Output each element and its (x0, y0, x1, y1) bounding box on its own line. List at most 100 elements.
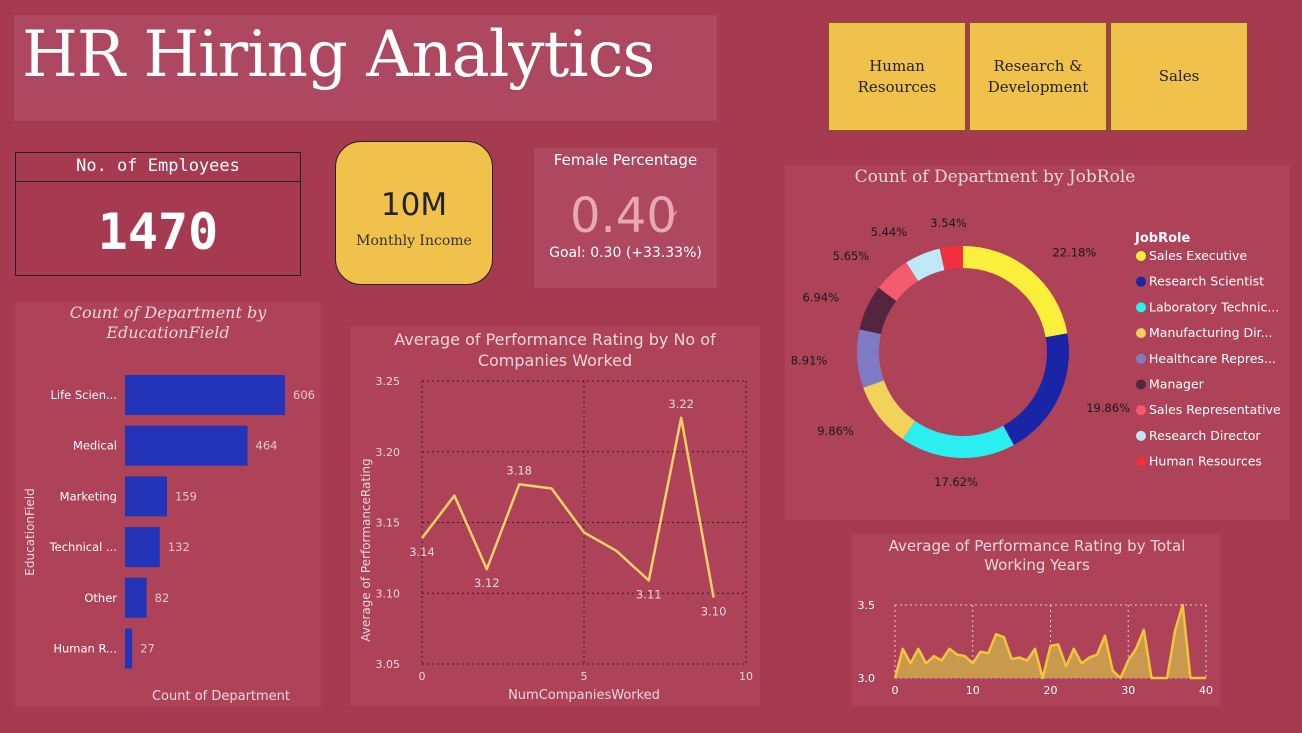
legend-marker (1136, 379, 1146, 390)
companies-chart: Average of PerformanceRating NumCompanie… (359, 375, 753, 703)
jobrole-data-label: 22.18% (1052, 245, 1096, 259)
jobrole-data-label: 6.94% (802, 290, 839, 304)
jobrole-chart-title: Count of Department by JobRole (854, 167, 1136, 187)
workyears-chart-title: Average of Performance Rating by Total W… (888, 537, 1186, 574)
legend-marker (1136, 430, 1146, 441)
jobrole-slice (859, 287, 897, 335)
companies-xtick: 10 (739, 670, 753, 683)
jobrole-data-label: 19.86% (1086, 401, 1130, 415)
education-category-label: Human R... (53, 642, 117, 656)
employees-card: No. of Employees 1470 (15, 152, 301, 276)
education-value-label: 132 (168, 540, 190, 554)
legend-marker (1136, 276, 1146, 287)
page-title: HR Hiring Analytics (22, 18, 655, 92)
workyears-chart: 3.0 3.5 0 10 20 30 40 (858, 599, 1214, 697)
education-ylabel: EducationField (23, 488, 37, 575)
jobrole-slice (963, 246, 1068, 338)
legend-marker (1136, 353, 1146, 364)
slicer-label: Research & Development (987, 56, 1089, 96)
workyears-xtick: 30 (1121, 684, 1135, 697)
legend-entry: Healthcare Repres... (1149, 351, 1276, 366)
education-chart: EducationField Count of Department Life … (23, 375, 315, 704)
companies-ytick: 3.15 (376, 517, 401, 530)
income-value: 10M (380, 187, 448, 223)
jobrole-slice (878, 262, 919, 302)
education-value-label: 27 (140, 642, 155, 656)
workyears-line (893, 603, 1206, 680)
companies-xtick: 5 (581, 670, 588, 683)
companies-chart-title: Average of Performance Rating by No of C… (394, 330, 716, 370)
companies-xlabel: NumCompaniesWorked (508, 688, 660, 703)
workyears-xtick: 10 (966, 684, 980, 697)
companies-data-label: 3.18 (506, 463, 532, 477)
check-icon: ✓ (668, 208, 680, 224)
legend-entry: Research Scientist (1149, 274, 1264, 289)
employees-value: 1470 (97, 203, 219, 261)
companies-data-label: 3.22 (668, 397, 694, 411)
education-bar (125, 375, 285, 415)
education-bar (125, 476, 167, 517)
education-category-label: Other (84, 591, 117, 605)
companies-ytick: 3.20 (376, 446, 401, 459)
jobrole-data-label: 9.86% (817, 424, 854, 438)
income-label: Monthly Income (356, 233, 472, 249)
companies-ytick: 3.05 (376, 658, 401, 671)
slicer-label: Human Resources (857, 56, 937, 96)
female-goal: Goal: 0.30 (+33.33%) (549, 245, 702, 261)
companies-xtick: 0 (419, 670, 426, 683)
workyears-xtick: 40 (1199, 684, 1213, 697)
workyears-area (895, 605, 1206, 678)
female-title: Female Percentage (553, 151, 698, 169)
companies-data-label: 3.14 (409, 545, 435, 559)
companies-line (421, 416, 715, 598)
education-xlabel: Count of Department (152, 689, 290, 704)
legend-marker (1136, 328, 1146, 339)
companies-chart-panel: Average of Performance Rating by No of C… (350, 326, 760, 706)
education-chart-title: Count of Department by EducationField (69, 303, 267, 342)
companies-data-label: 3.12 (474, 576, 500, 590)
legend-marker (1136, 405, 1146, 416)
monthly-income-card: 10M Monthly Income (335, 141, 493, 285)
workyears-ytick: 3.0 (858, 672, 876, 685)
legend-marker (1136, 251, 1146, 261)
legend-title: JobRole (1134, 231, 1190, 246)
jobrole-data-label: 5.65% (833, 249, 870, 263)
workyears-chart-panel: Average of Performance Rating by Total W… (852, 534, 1220, 706)
education-value-label: 82 (155, 591, 170, 605)
education-value-label: 606 (293, 388, 315, 402)
education-category-label: Life Scien... (50, 388, 117, 402)
jobrole-data-label: 8.91% (791, 353, 828, 367)
companies-data-label: 3.11 (636, 588, 662, 602)
education-category-label: Medical (73, 439, 117, 453)
jobrole-slice (939, 246, 963, 271)
slicer-sales[interactable]: Sales (1110, 22, 1248, 131)
title-banner (14, 15, 717, 121)
jobrole-slice (857, 329, 884, 388)
workyears-ytick: 3.5 (858, 599, 876, 612)
jobrole-data-label: 3.54% (930, 216, 967, 230)
education-category-label: Technical ... (49, 540, 117, 554)
companies-data-label: 3.10 (701, 604, 727, 618)
jobrole-slice (863, 380, 916, 440)
education-bar (125, 527, 160, 568)
jobrole-data-label: 5.44% (871, 225, 908, 239)
workyears-xtick: 20 (1044, 684, 1058, 697)
slicer-human-resources[interactable]: Human Resources (828, 22, 966, 131)
female-percentage-card: Female Percentage 0.40 ✓ Goal: 0.30 (+33… (534, 148, 717, 288)
education-bar (125, 628, 133, 669)
slicer-label: Sales (1158, 67, 1200, 85)
education-bar (125, 425, 248, 466)
slicer-research-development[interactable]: Research & Development (969, 22, 1107, 131)
legend-marker (1136, 302, 1146, 313)
legend-entry: Human Resources (1149, 454, 1262, 469)
legend-entry: Manufacturing Dir... (1149, 325, 1273, 340)
education-category-label: Marketing (60, 489, 117, 503)
education-chart-panel: Count of Department by EducationField Ed… (15, 302, 321, 707)
jobrole-chart: JobRole 22.18% Sales Executive 19.86% Resea… (791, 216, 1281, 489)
legend-marker (1136, 456, 1146, 467)
legend-entry: Manager (1149, 377, 1205, 392)
companies-ylabel: Average of PerformanceRating (359, 458, 373, 641)
jobrole-slice (1003, 333, 1069, 446)
jobrole-chart-panel: Count of Department by JobRole JobRole 2… (785, 165, 1290, 520)
jobrole-slice (902, 420, 1014, 459)
